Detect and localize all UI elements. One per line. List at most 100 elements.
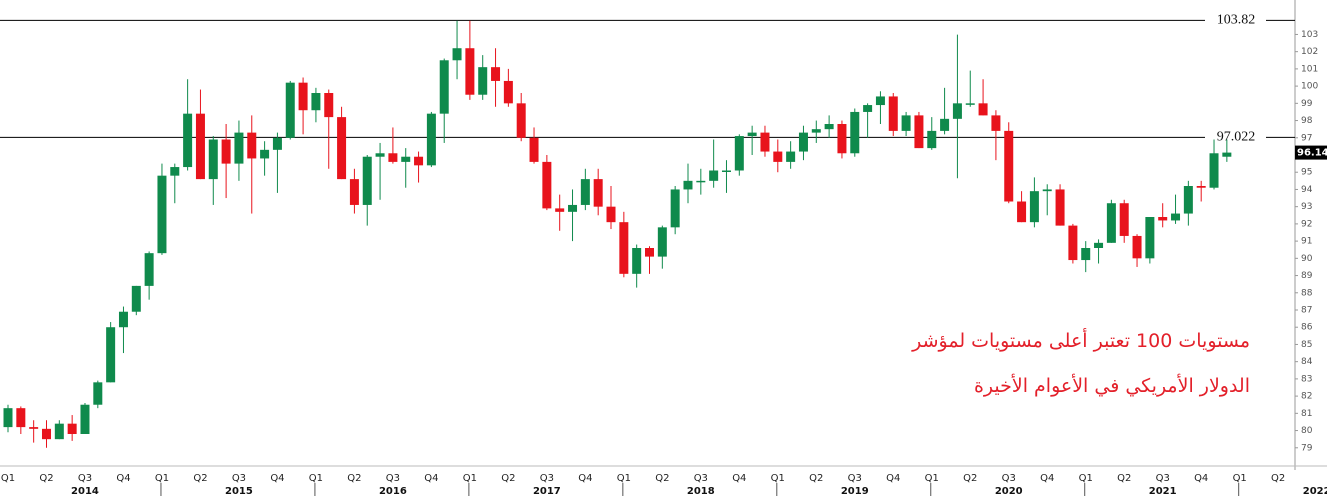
candle-body <box>3 408 13 428</box>
y-tick-label: 97 <box>1301 133 1312 143</box>
candle-body <box>850 111 860 154</box>
x-tick-label: Q1 <box>1079 473 1093 484</box>
candle-body <box>645 248 654 257</box>
candle-body <box>1042 189 1052 192</box>
year-label: 2018 <box>687 486 715 496</box>
candle-body <box>670 189 680 228</box>
x-tick-label: Q1 <box>1 473 15 484</box>
x-tick-label: Q2 <box>963 473 977 484</box>
x-tick-label: Q3 <box>540 473 554 484</box>
x-tick-label: Q2 <box>809 473 823 484</box>
x-tick-label: Q2 <box>501 473 515 484</box>
candle-body <box>965 103 975 105</box>
candle-body <box>1029 191 1039 223</box>
candle-body <box>67 423 77 434</box>
candle-body <box>978 103 988 116</box>
candle-body <box>491 67 501 81</box>
candle-body <box>170 167 180 176</box>
x-tick-label: Q4 <box>424 473 438 484</box>
candle-body <box>542 161 552 209</box>
candle-body <box>337 117 347 180</box>
candle-body <box>837 124 847 154</box>
candle-body <box>324 93 334 118</box>
annotation: مستويات 100 تعتبر أعلى مستويات لمؤشر <box>912 330 1250 352</box>
candle-body <box>657 227 667 257</box>
candle-body <box>106 327 116 383</box>
candle-body <box>503 80 513 104</box>
candle-body <box>901 115 911 131</box>
year-label: 2022 <box>1303 486 1327 496</box>
x-tick-label: Q2 <box>655 473 669 484</box>
candle-body <box>1017 201 1027 223</box>
x-tick-label: Q3 <box>1002 473 1016 484</box>
candle-body <box>798 132 808 152</box>
y-tick-label: 95 <box>1301 168 1312 178</box>
candle-body <box>388 153 398 162</box>
x-tick-label: Q4 <box>578 473 592 484</box>
last-price-box <box>1295 145 1327 160</box>
x-tick-label: Q1 <box>155 473 169 484</box>
candle-body <box>80 404 90 434</box>
y-tick-label: 84 <box>1301 357 1313 367</box>
candle-body <box>1055 189 1065 226</box>
candle-body <box>478 67 488 95</box>
candle-body <box>1196 186 1206 188</box>
y-tick-label: 83 <box>1301 374 1312 384</box>
x-tick-label: Q4 <box>116 473 130 484</box>
candle-body <box>195 113 205 180</box>
candle-body <box>221 139 231 164</box>
candle-body <box>29 427 39 429</box>
candle-body <box>606 206 616 223</box>
candle-body <box>709 170 719 181</box>
year-label: 2021 <box>1149 486 1177 496</box>
year-label: 2015 <box>225 486 253 496</box>
x-tick-label: Q2 <box>1117 473 1131 484</box>
candle-body <box>311 93 321 111</box>
y-tick-label: 93 <box>1301 202 1312 212</box>
candle-body <box>41 428 51 440</box>
x-tick-label: Q4 <box>1194 473 1208 484</box>
candle-body <box>362 156 372 205</box>
candle-body <box>824 124 834 130</box>
candle-body <box>991 115 1001 131</box>
year-label: 2017 <box>533 486 561 496</box>
y-tick-label: 99 <box>1301 99 1313 109</box>
candle-body <box>272 137 282 150</box>
x-tick-label: Q4 <box>732 473 746 484</box>
x-tick-label: Q1 <box>463 473 477 484</box>
candle-body <box>811 129 821 133</box>
y-tick-label: 86 <box>1301 323 1313 333</box>
candle-body <box>375 153 385 157</box>
x-tick-label: Q1 <box>309 473 323 484</box>
candle-body <box>54 423 64 440</box>
x-tick-label: Q2 <box>347 473 361 484</box>
y-tick-label: 90 <box>1301 254 1313 264</box>
candle-body <box>914 115 924 149</box>
y-tick-label: 94 <box>1301 185 1313 195</box>
candle-body <box>298 82 308 111</box>
candle-body <box>721 170 731 172</box>
year-label: 2016 <box>379 486 407 496</box>
x-tick-label: Q2 <box>193 473 207 484</box>
candle-body <box>1222 152 1232 157</box>
last-price-label: 96.14 <box>1297 148 1327 159</box>
x-tick-label: Q4 <box>270 473 284 484</box>
x-tick-label: Q1 <box>771 473 785 484</box>
year-label: 2014 <box>71 486 99 496</box>
candle-body <box>747 132 757 137</box>
y-tick-label: 80 <box>1301 426 1313 436</box>
y-tick-label: 100 <box>1301 82 1318 92</box>
candle-body <box>516 103 526 138</box>
candle-body <box>863 105 873 112</box>
candle-body <box>927 130 937 149</box>
x-tick-label: Q3 <box>78 473 92 484</box>
annotation: الدولار الأمريكي في الأعوام الأخيرة <box>973 375 1250 397</box>
candle-body <box>1004 130 1014 202</box>
x-tick-label: Q2 <box>1271 473 1285 484</box>
candle-body <box>1183 186 1193 214</box>
x-tick-label: Q3 <box>386 473 400 484</box>
y-tick-label: 89 <box>1301 271 1313 281</box>
y-tick-label: 82 <box>1301 392 1312 402</box>
candle-body <box>1081 248 1091 261</box>
